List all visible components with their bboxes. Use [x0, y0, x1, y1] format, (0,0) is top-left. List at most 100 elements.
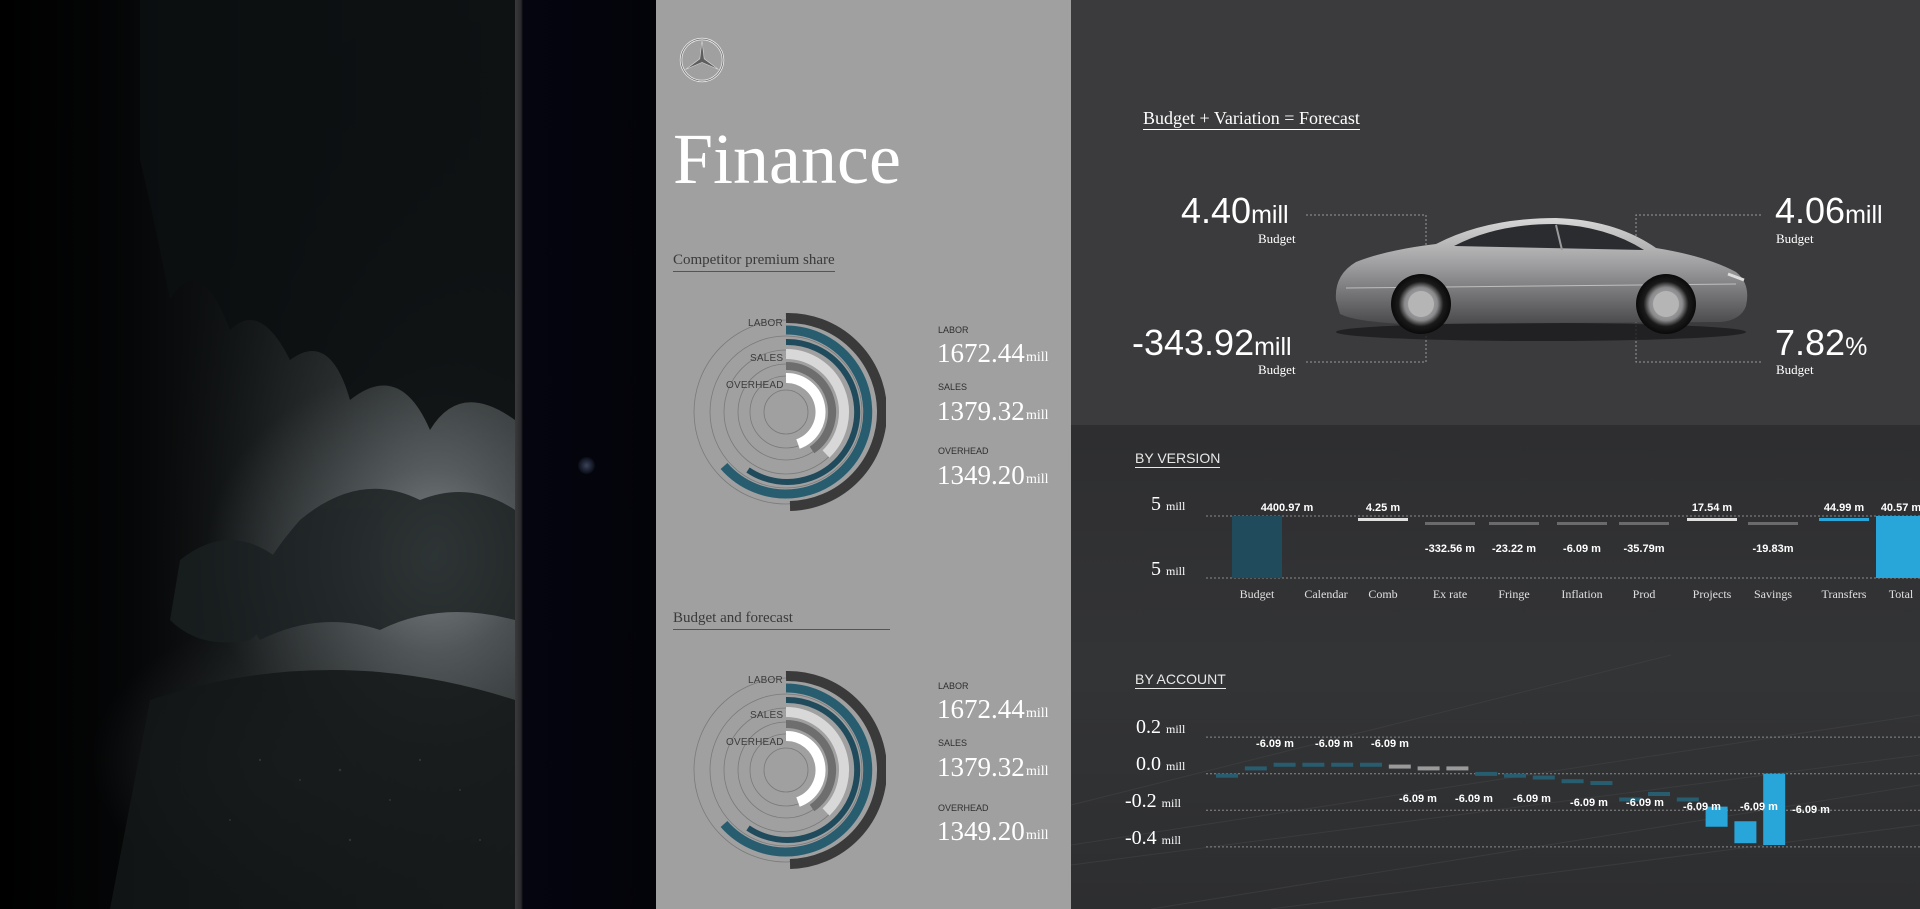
account-bar	[1734, 821, 1757, 844]
section-title-budget: Budget and forecast	[673, 610, 890, 630]
version-category-label: Ex rate	[1433, 587, 1467, 601]
account-bar	[1504, 773, 1526, 778]
device-bezel	[515, 0, 656, 909]
kv-value: 1379.32	[937, 396, 1025, 426]
kv-value: 1672.44	[937, 338, 1025, 368]
account-bar	[1244, 766, 1267, 771]
kv-value: 1379.32	[937, 752, 1025, 782]
version-data-label: -23.22 m	[1492, 543, 1536, 555]
version-bar	[1557, 522, 1607, 525]
account-bar	[1360, 762, 1382, 767]
page-title: Finance	[673, 119, 901, 199]
kv-unit: mill	[1026, 472, 1049, 487]
account-bar	[1763, 773, 1786, 846]
version-y-tick: 5 mill	[1151, 558, 1186, 580]
by-version-chart: 4400.97 m Budget Calendar 4.25 m Comb -332.56…	[1206, 502, 1920, 601]
version-category-label: Comb	[1368, 587, 1397, 601]
account-bar	[1417, 766, 1440, 771]
kv-value: 1349.20	[937, 460, 1025, 490]
by-version-title: BY VERSION	[1135, 450, 1221, 468]
kv-unit: mill	[1026, 350, 1049, 365]
finance-panel: Finance Competitor premium share LABOR S…	[656, 0, 1071, 909]
version-bar	[1748, 522, 1798, 525]
radial-label-sales: SALES	[750, 353, 784, 364]
kv-label: LABOR	[938, 325, 969, 335]
account-bar	[1446, 766, 1469, 771]
version-bar	[1489, 522, 1539, 525]
version-bar	[1876, 516, 1920, 578]
kv-unit: mill	[1026, 764, 1049, 779]
kv-label: SALES	[938, 738, 968, 748]
version-data-label: 40.57 m	[1881, 502, 1920, 514]
account-data-label: -6.09 m	[1792, 804, 1830, 816]
formula-heading: Budget + Variation = Forecast	[1143, 108, 1360, 130]
car-image	[1335, 218, 1748, 341]
version-category-label: Calendar	[1304, 587, 1347, 601]
radial-chart-budget	[693, 670, 886, 869]
version-category-label: Total	[1889, 587, 1914, 601]
radial-label-overhead: OVERHEAD	[726, 737, 784, 748]
kv-unit: mill	[1026, 408, 1049, 423]
account-bar	[1302, 762, 1325, 767]
version-bar	[1358, 518, 1408, 521]
kv-label: OVERHEAD	[938, 803, 989, 813]
radial-label-labor: LABOR	[748, 318, 783, 329]
account-bar	[1388, 764, 1411, 769]
section-title-competitor: Competitor premium share	[673, 252, 835, 272]
account-data-label: -6.09 m	[1256, 738, 1294, 750]
version-bar	[1425, 522, 1475, 525]
version-category-label: Projects	[1693, 587, 1732, 601]
version-data-label: -19.83m	[1753, 543, 1794, 555]
forest-illustration	[0, 0, 515, 909]
account-bar	[1648, 792, 1670, 796]
account-bar	[1273, 762, 1296, 767]
version-category-label: Prod	[1633, 587, 1656, 601]
by-account-chart: -6.09 m -6.09 m -6.09 m -6.09 m -6.09 m -6.09…	[1206, 736, 1920, 848]
account-y-tick: -0.4 mill	[1125, 827, 1182, 849]
version-category-label: Inflation	[1561, 587, 1602, 601]
kv-label: LABOR	[938, 681, 969, 691]
account-data-label: -6.09 m	[1513, 793, 1551, 805]
background-photo	[0, 0, 515, 909]
account-bar	[1216, 773, 1238, 778]
account-data-label: -6.09 m	[1740, 801, 1778, 813]
version-bar	[1687, 518, 1737, 521]
account-y-tick: 0.0 mill	[1136, 753, 1186, 775]
kv-label: OVERHEAD	[938, 446, 989, 456]
account-data-label: -6.09 m	[1371, 738, 1409, 750]
version-category-label: Savings	[1754, 587, 1792, 601]
summary-bottom-right-label: Budget	[1776, 362, 1814, 377]
account-bar	[1590, 781, 1613, 786]
radial-label-sales: SALES	[750, 710, 784, 721]
radial-label-overhead: OVERHEAD	[726, 380, 784, 391]
account-data-label: -6.09 m	[1399, 793, 1437, 805]
kv-value: 1672.44	[937, 694, 1025, 724]
account-y-tick: 0.2 mill	[1136, 716, 1186, 738]
account-bar	[1705, 806, 1728, 827]
star-logo-icon	[679, 37, 725, 83]
version-data-label: -35.79m	[1624, 543, 1665, 555]
account-bar	[1532, 775, 1555, 780]
account-bar	[1331, 762, 1354, 767]
version-category-label: Fringe	[1498, 587, 1529, 601]
account-data-label: -6.09 m	[1626, 797, 1664, 809]
summary-top-left: 4.40mill	[1181, 190, 1289, 231]
account-data-label: -6.09 m	[1315, 738, 1353, 750]
kv-label: SALES	[938, 382, 968, 392]
version-category-label: Transfers	[1822, 587, 1867, 601]
account-data-label: -6.09 m	[1683, 801, 1721, 813]
summary-top-right-label: Budget	[1776, 231, 1814, 246]
dashboard-panel: Budget + Variation = Forecast 4.40mill B…	[1070, 0, 1920, 909]
account-data-label: -6.09 m	[1455, 793, 1493, 805]
kv-unit: mill	[1026, 828, 1049, 843]
version-data-label: -332.56 m	[1425, 543, 1475, 555]
kv-value: 1349.20	[937, 816, 1025, 846]
account-bar	[1475, 771, 1498, 776]
version-data-label: 4400.97 m	[1261, 502, 1314, 514]
version-data-label: 4.25 m	[1366, 502, 1400, 514]
version-bar	[1619, 522, 1669, 525]
account-bar	[1561, 779, 1584, 784]
kv-unit: mill	[1026, 706, 1049, 721]
summary-top-right: 4.06mill	[1775, 190, 1883, 231]
summary-bottom-left: -343.92mill	[1132, 322, 1292, 363]
